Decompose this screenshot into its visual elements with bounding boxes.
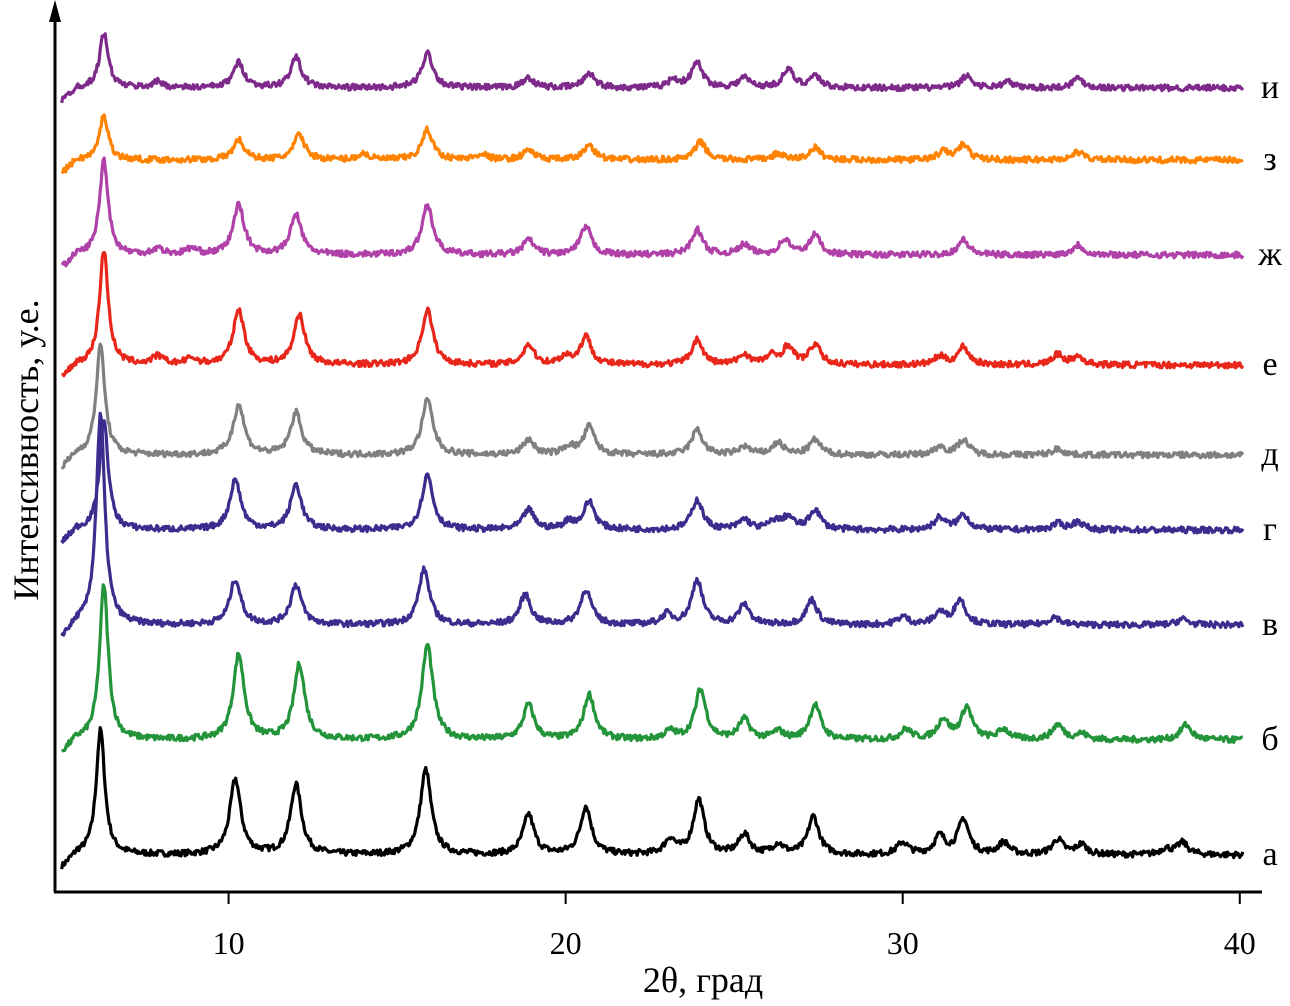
- curves-group: [60, 32, 1245, 870]
- series-label-8: и: [1261, 69, 1279, 106]
- series-line-0: [60, 726, 1245, 870]
- series-label-2: в: [1262, 606, 1278, 643]
- series-line-1: [60, 583, 1244, 753]
- x-tick-label: 30: [887, 925, 919, 961]
- series-line-5: [61, 251, 1245, 378]
- x-tick-label: 20: [550, 925, 582, 961]
- x-tick-label: 10: [213, 925, 245, 961]
- series-label-5: е: [1262, 346, 1277, 383]
- series-labels: а б в г д е ж зи: [1257, 69, 1282, 873]
- series-line-7: [60, 113, 1244, 174]
- series-line-6: [60, 156, 1245, 268]
- x-ticks: 10 20 30 40: [213, 892, 1256, 961]
- x-axis-title: 2θ, град: [643, 960, 763, 1000]
- series-label-3: г: [1263, 511, 1277, 548]
- series-line-3: [60, 419, 1245, 544]
- y-axis-title: Интенсивность, у.е.: [6, 299, 46, 600]
- series-label-7: з: [1263, 141, 1276, 178]
- series-line-4: [60, 342, 1245, 470]
- x-tick-label: 40: [1224, 925, 1256, 961]
- series-label-0: а: [1262, 836, 1277, 873]
- series-line-8: [60, 32, 1245, 104]
- series-label-6: ж: [1257, 236, 1282, 273]
- series-line-2: [60, 411, 1245, 637]
- series-label-1: б: [1261, 721, 1278, 758]
- series-label-4: д: [1261, 436, 1278, 473]
- y-axis-arrow: [49, 0, 61, 22]
